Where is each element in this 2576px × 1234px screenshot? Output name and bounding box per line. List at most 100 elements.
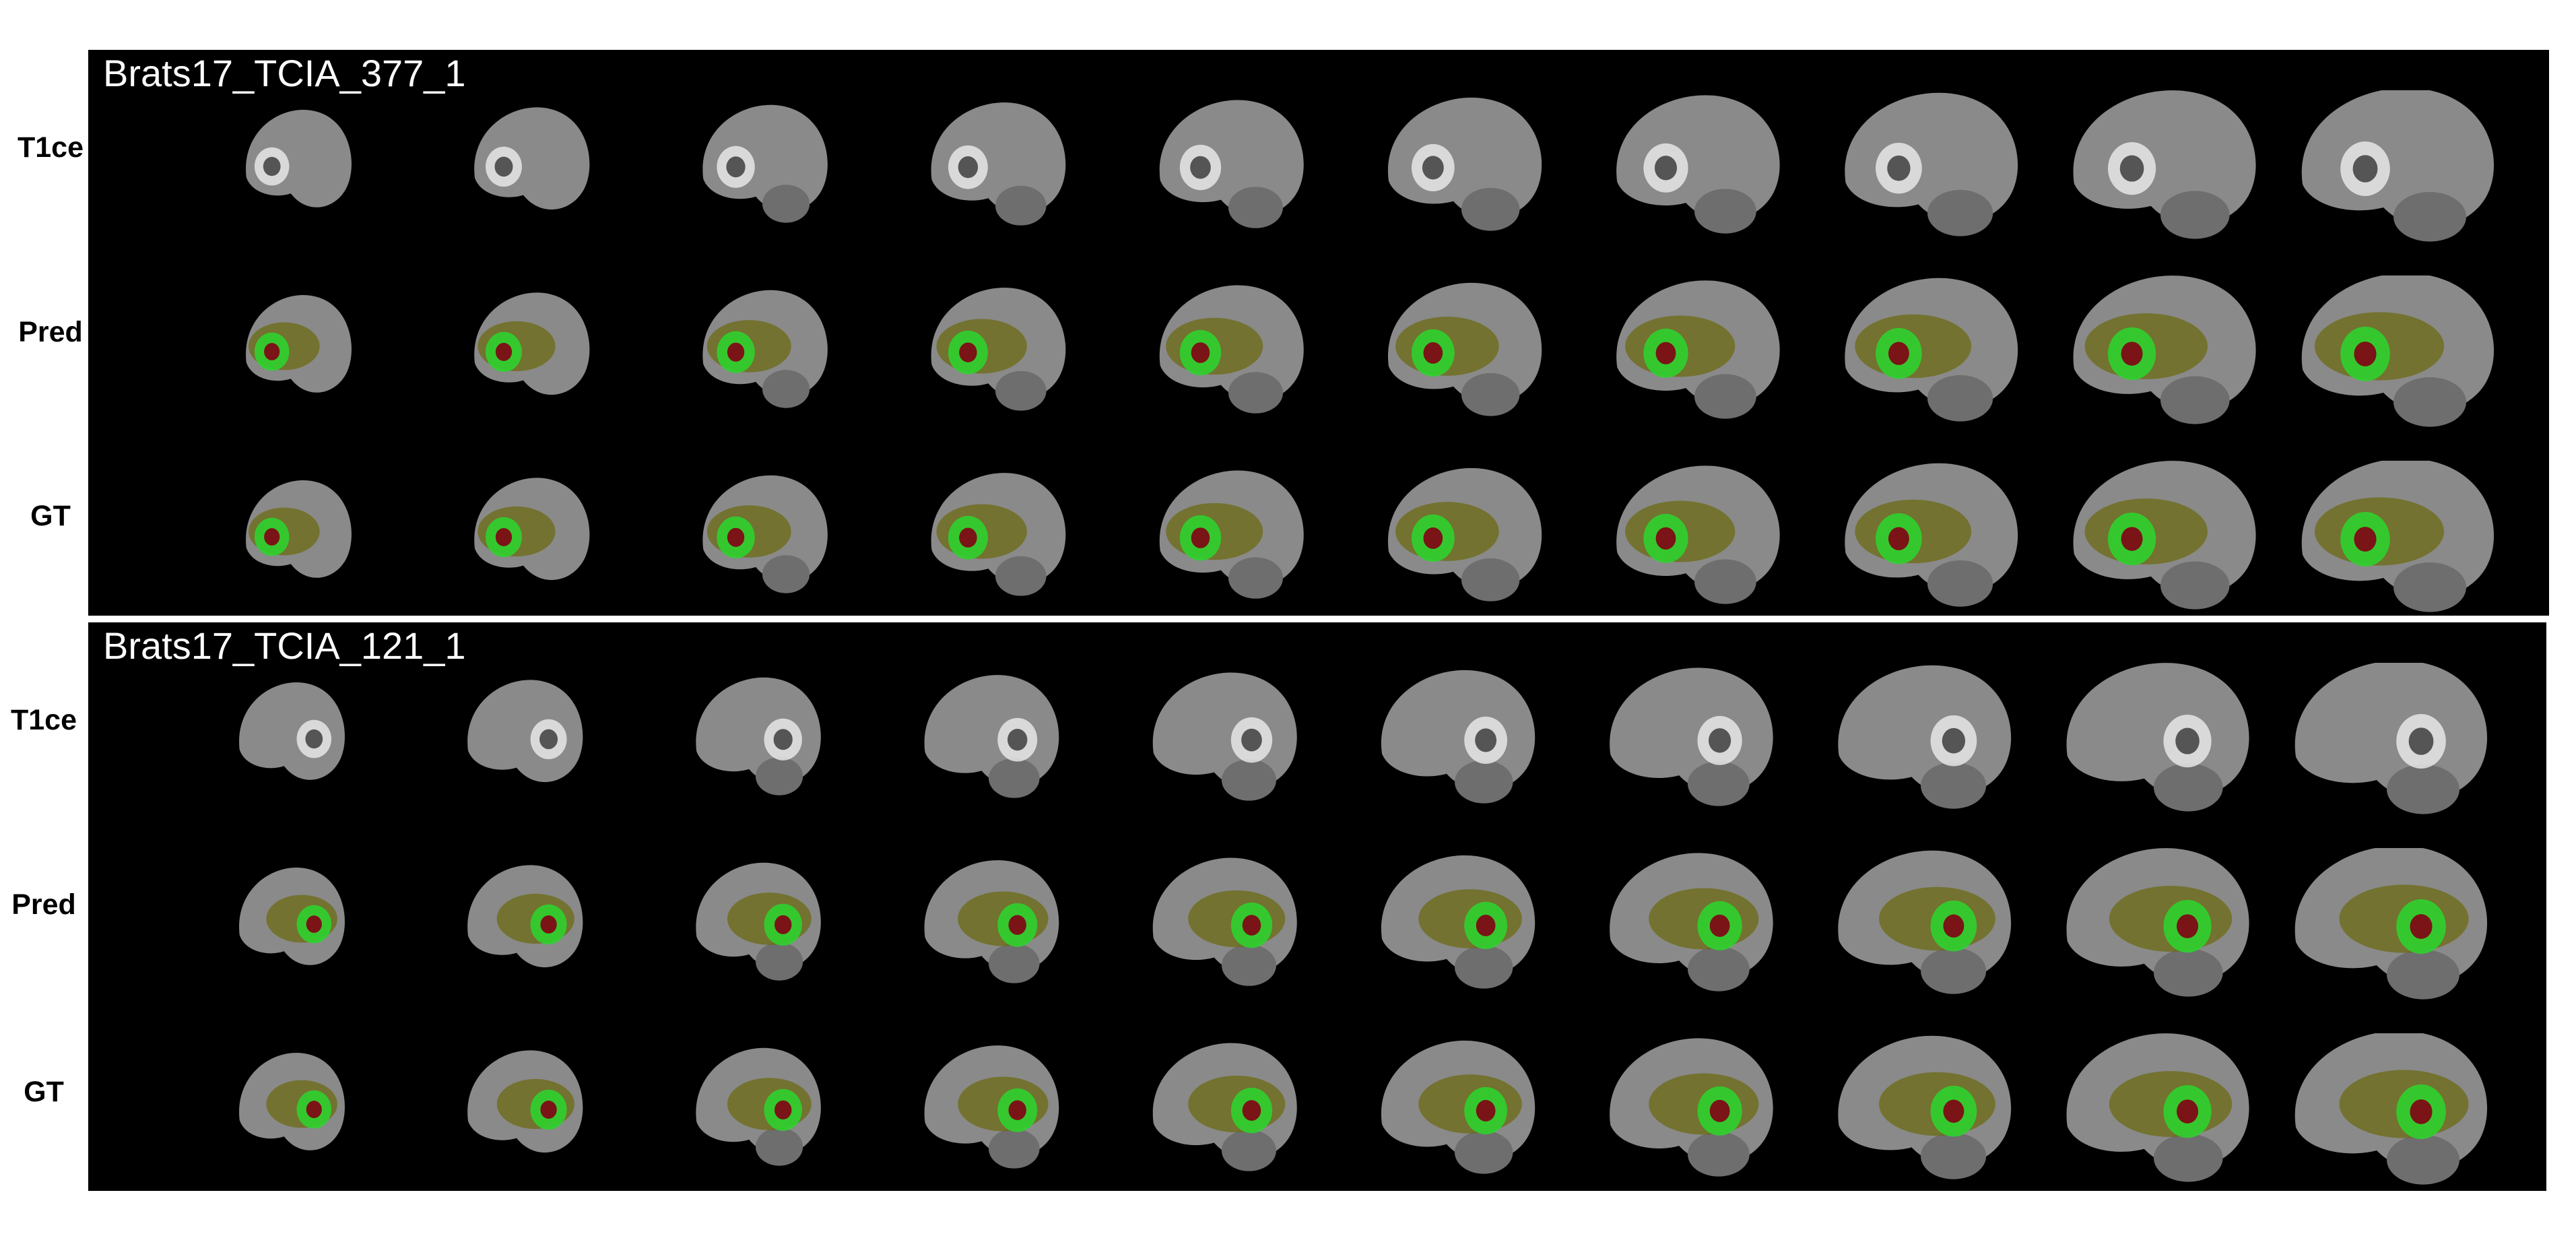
row-label-gt-2: GT [24,1076,64,1108]
row-label-t1ce-2: T1ce [10,704,77,736]
mri-slice [1825,275,2027,430]
row-label-pred-1: Pred [18,316,83,348]
necrosis-overlay [1423,342,1443,364]
cerebellum [1222,944,1276,986]
lesion-core [726,156,746,178]
necrosis-overlay [1191,342,1210,363]
mri-slice [1585,848,1787,1003]
cerebellum [995,370,1047,411]
necrosis-overlay [1888,342,1909,365]
necrosis-overlay [2354,342,2377,366]
mri-slice [2292,275,2495,430]
necrosis-overlay [306,1101,322,1118]
lesion-core [1709,728,1731,753]
case-panel-2: Brats17_TCIA_121_1 [88,622,2546,1191]
lesion-core [539,729,558,750]
cerebellum [2154,948,2223,997]
necrosis-overlay [959,342,977,362]
cerebellum [989,758,1040,798]
mri-slice [189,90,391,245]
mri-slice [2292,461,2495,616]
necrosis-overlay [2121,342,2143,366]
cerebellum [1688,1132,1750,1177]
brain-tissue [1610,668,1773,793]
mri-slice [657,275,859,430]
mri-slice [1351,1033,1553,1188]
cerebellum [2393,377,2466,427]
mri-slice [1117,663,1319,818]
mri-slice [183,848,385,1003]
necrosis-overlay [2177,1099,2199,1124]
mri-slice [416,848,618,1003]
cerebellum [1921,1132,1987,1179]
lesion-core [1654,156,1678,181]
cerebellum [1927,560,1993,607]
necrosis-overlay [2177,914,2199,938]
mri-slice [1117,848,1319,1003]
lesion-core [1241,728,1262,752]
lesion-core [1007,729,1028,751]
mri-slice [1358,90,1560,245]
cerebellum [2393,562,2466,612]
cerebellum [2154,763,2223,812]
cerebellum [2154,1134,2223,1182]
mri-slice [1351,848,1553,1003]
cerebellum [762,370,810,408]
cerebellum [1694,559,1756,604]
mri-slice [657,90,859,245]
necrosis-overlay [1242,1100,1261,1121]
necrosis-overlay [1423,527,1443,549]
mri-slice [650,663,852,818]
mri-slice [423,275,625,430]
cerebellum [1461,558,1520,602]
brain-tissue [1381,670,1535,791]
mri-slice [1825,90,2027,245]
mri-slice [2059,275,2261,430]
cerebellum [989,1128,1040,1169]
cerebellum [1222,1130,1276,1171]
brain-tissue [2066,663,2249,798]
mri-slice [1124,275,1326,430]
brain-tissue [467,680,583,783]
necrosis-overlay [1008,1100,1026,1120]
mri-slice [1825,461,2027,616]
necrosis-overlay [727,527,745,547]
mri-slice [2286,663,2488,818]
lesion-core [263,156,281,176]
necrosis-overlay [495,527,513,546]
cerebellum [1228,557,1283,599]
mri-slice [2059,90,2261,245]
mri-slice [1124,90,1326,245]
brain-tissue [1838,665,2012,795]
necrosis-overlay [1655,527,1676,550]
cerebellum [762,185,810,223]
necrosis-overlay [264,528,280,546]
mri-slice [2292,90,2495,245]
cerebellum [1461,372,1520,416]
cerebellum [1688,946,1750,992]
cerebellum [1688,761,1750,806]
lesion-core [773,729,793,750]
mri-slice [884,663,1086,818]
cerebellum [2393,192,2466,242]
cerebellum [1921,947,1987,994]
necrosis-overlay [1888,527,1909,550]
necrosis-overlay [1191,527,1210,548]
mri-slice [189,461,391,616]
necrosis-overlay [774,915,792,934]
mri-slice [423,461,625,616]
brain-tissue [2073,90,2256,226]
necrosis-overlay [540,1100,557,1119]
cerebellum [2160,191,2230,239]
mri-slice [1585,663,1787,818]
necrosis-overlay [1709,1099,1730,1122]
lesion-core [1887,155,1911,181]
necrosis-overlay [306,915,322,933]
necrosis-overlay [1476,915,1496,936]
mri-slice [2286,1033,2488,1188]
cerebellum [1694,374,1756,419]
cerebellum [1228,372,1283,414]
mri-slice [1591,461,1793,616]
mri-slice [1818,1033,2020,1188]
lesion-core [1942,727,1966,754]
